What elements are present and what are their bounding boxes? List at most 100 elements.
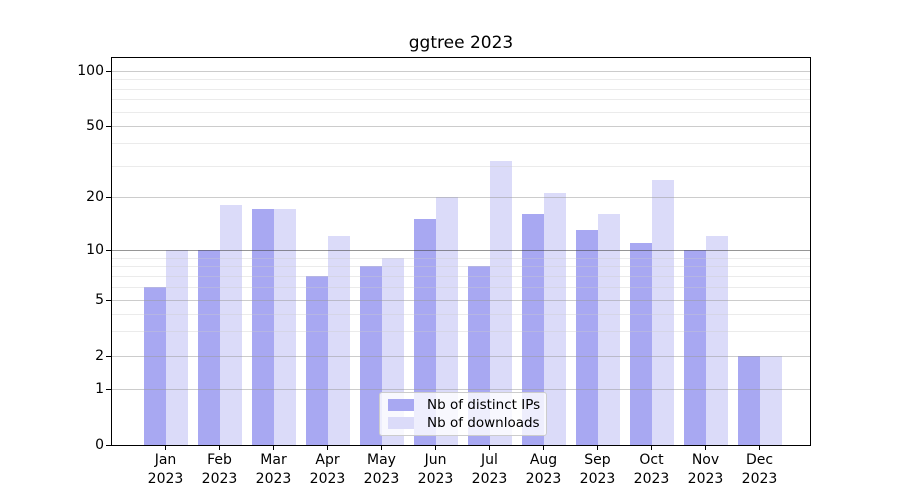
bar-may-distinct-ips — [359, 266, 382, 445]
x-tick-jan — [165, 446, 166, 450]
x-tick-may — [381, 446, 382, 450]
legend-row: Nb of downloads — [388, 415, 540, 431]
x-tick-apr — [327, 446, 328, 450]
y-tick-10 — [106, 250, 111, 251]
bar-oct-distinct-ips — [629, 242, 652, 445]
month-label: Dec — [745, 452, 774, 468]
x-tick-label-aug: Aug 2023 — [514, 451, 574, 489]
year-label: 2023 — [201, 471, 238, 487]
y-tick-50 — [106, 126, 111, 127]
legend: Nb of distinct IPs Nb of downloads — [379, 392, 547, 436]
y-tick-label-0: 0 — [95, 437, 104, 453]
bar-dec-distinct-ips — [737, 356, 760, 445]
bar-apr-downloads — [327, 236, 350, 445]
bar-mar-downloads — [273, 209, 296, 445]
year-label: 2023 — [525, 471, 562, 487]
bar-sep-downloads — [597, 214, 620, 445]
y-tick-1 — [106, 389, 111, 390]
bar-dec-downloads — [759, 356, 782, 445]
legend-label: Nb of downloads — [427, 415, 540, 431]
y-tick-label-20: 20 — [86, 189, 104, 205]
x-tick-jun — [435, 446, 436, 450]
legend-swatch-distinct-ips — [388, 399, 414, 411]
x-tick-label-sep: Sep 2023 — [568, 451, 628, 489]
month-label: Apr — [315, 452, 340, 468]
bar-feb-distinct-ips — [197, 250, 220, 445]
gridline-30 — [112, 166, 810, 167]
y-tick-5 — [106, 300, 111, 301]
bar-nov-distinct-ips — [683, 250, 706, 445]
x-tick-nov — [705, 446, 706, 450]
bar-sep-distinct-ips — [575, 229, 598, 445]
x-tick-mar — [273, 446, 274, 450]
bar-aug-distinct-ips — [521, 214, 544, 445]
y-tick-100 — [106, 71, 111, 72]
y-tick-20 — [106, 197, 111, 198]
bar-jun-distinct-ips — [413, 219, 436, 445]
gridline-40 — [112, 143, 810, 144]
x-tick-sep — [597, 446, 598, 450]
year-label: 2023 — [633, 471, 670, 487]
year-label: 2023 — [147, 471, 184, 487]
x-tick-label-feb: Feb 2023 — [190, 451, 250, 489]
y-tick-2 — [106, 356, 111, 357]
year-label: 2023 — [687, 471, 724, 487]
month-label: Oct — [639, 452, 664, 468]
month-label: Feb — [207, 452, 232, 468]
x-tick-label-jan: Jan 2023 — [136, 451, 196, 489]
month-label: Aug — [529, 452, 558, 468]
gridline-80 — [112, 89, 810, 90]
legend-label: Nb of distinct IPs — [427, 397, 541, 413]
y-tick-label-1: 1 — [95, 381, 104, 397]
bar-jan-distinct-ips — [143, 286, 166, 445]
month-label: Jan — [154, 452, 177, 468]
y-tick-label-100: 100 — [77, 63, 104, 79]
gridline-70 — [112, 99, 810, 100]
bar-apr-distinct-ips — [305, 275, 328, 445]
bar-nov-downloads — [705, 236, 728, 445]
y-tick-label-2: 2 — [95, 348, 104, 364]
month-label: May — [367, 452, 396, 468]
x-tick-label-dec: Dec 2023 — [730, 451, 790, 489]
gridline-20 — [112, 197, 810, 198]
year-label: 2023 — [417, 471, 454, 487]
x-tick-label-jul: Jul 2023 — [460, 451, 520, 489]
x-tick-label-jun: Jun 2023 — [406, 451, 466, 489]
gridline-100 — [112, 71, 810, 72]
y-tick-0 — [106, 445, 111, 446]
month-label: Mar — [260, 452, 287, 468]
bar-mar-distinct-ips — [251, 209, 274, 445]
month-label: Jun — [424, 452, 447, 468]
year-label: 2023 — [363, 471, 400, 487]
x-tick-label-mar: Mar 2023 — [244, 451, 304, 489]
gridline-90 — [112, 79, 810, 80]
bar-oct-downloads — [651, 179, 674, 445]
bar-jan-downloads — [165, 250, 188, 445]
year-label: 2023 — [309, 471, 346, 487]
bar-aug-downloads — [543, 193, 566, 445]
gridline-50 — [112, 126, 810, 127]
plot-area — [111, 57, 811, 446]
y-tick-label-10: 10 — [86, 242, 104, 258]
x-tick-label-nov: Nov 2023 — [676, 451, 736, 489]
month-label: Sep — [584, 452, 611, 468]
x-tick-feb — [219, 446, 220, 450]
year-label: 2023 — [255, 471, 292, 487]
y-tick-label-5: 5 — [95, 292, 104, 308]
x-tick-label-oct: Oct 2023 — [622, 451, 682, 489]
year-label: 2023 — [471, 471, 508, 487]
chart-title: ggtree 2023 — [408, 33, 514, 53]
x-tick-dec — [759, 446, 760, 450]
legend-swatch-downloads — [388, 417, 414, 429]
year-label: 2023 — [741, 471, 778, 487]
bar-feb-downloads — [219, 205, 242, 445]
year-label: 2023 — [579, 471, 616, 487]
x-tick-aug — [543, 446, 544, 450]
x-tick-oct — [651, 446, 652, 450]
x-tick-label-may: May 2023 — [352, 451, 412, 489]
gridline-60 — [112, 112, 810, 113]
month-label: Nov — [691, 452, 720, 468]
legend-row: Nb of distinct IPs — [388, 397, 541, 413]
x-tick-jul — [489, 446, 490, 450]
